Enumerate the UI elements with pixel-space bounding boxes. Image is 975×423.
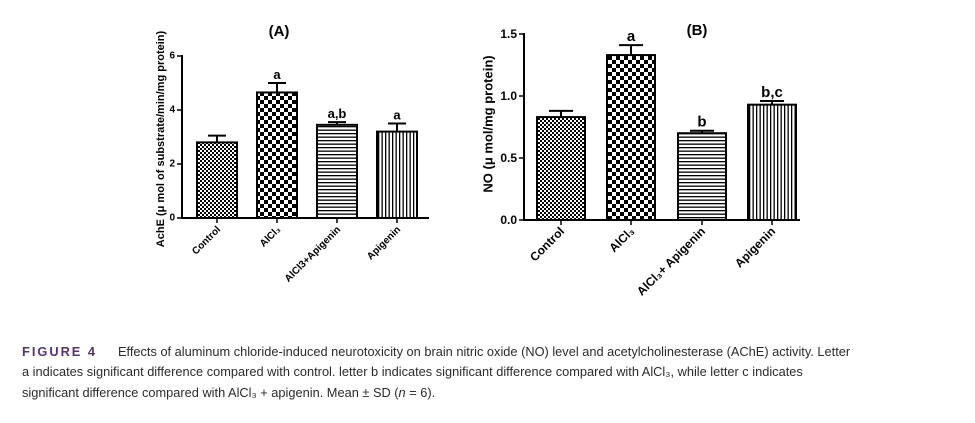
x-tick-label: AlCl3+Apigenin <box>283 224 343 284</box>
chart-title: (B) <box>687 22 708 39</box>
x-tick-label: AlCl₃ <box>606 224 637 255</box>
y-tick-label: 0.0 <box>500 213 517 227</box>
bar-alcl3-apigenin <box>677 132 727 221</box>
significance-label: b <box>697 114 706 131</box>
bar-alcl3 <box>256 91 298 219</box>
caption-text-3-start: significant difference compared with AlC… <box>22 385 399 400</box>
significance-label: a <box>627 28 636 45</box>
caption-text-2: a indicates significant difference compa… <box>22 364 803 379</box>
y-tick-label: 2 <box>169 159 175 170</box>
y-tick-label: 0 <box>169 213 175 224</box>
caption-text-1: Effects of aluminum chloride-induced neu… <box>118 344 851 359</box>
y-axis-label: NO (μ mol/mg protein) <box>481 55 496 192</box>
caption-line-3: significant difference compared with AlC… <box>22 384 435 402</box>
figure-label: FIGURE 4 <box>22 344 98 359</box>
figure-charts: Control a AlCl₃ a,b AlCl3+Apigenin a Apigenin 0… <box>155 22 800 298</box>
bar-apigenin <box>747 103 797 221</box>
x-tick-label: Apigenin <box>365 224 403 262</box>
x-tick-label: AlCl₃ <box>258 224 283 249</box>
bar-alcl3 <box>606 54 656 221</box>
bar-control <box>536 116 586 221</box>
panel-a-chart: Control a AlCl₃ a,b AlCl3+Apigenin a Apigenin 0… <box>155 23 429 285</box>
significance-label: b,c <box>761 84 783 101</box>
x-tick-label: Control <box>527 224 567 264</box>
y-axis-label: AchE (μ mol of substrate/min/mg protein) <box>155 30 167 247</box>
significance-label: a,b <box>328 106 347 121</box>
y-tick-label: 1.5 <box>500 27 517 41</box>
caption-line-1: FIGURE 4 Effects of aluminum chloride-ind… <box>22 343 850 361</box>
chart-title: (A) <box>269 23 290 40</box>
panel-b-chart: Control a AlCl₃ b AlCl₃+ Apigenin b,c Apigenin… <box>481 22 800 298</box>
significance-label: a <box>273 67 281 82</box>
bar-control <box>196 141 238 219</box>
y-tick-label: 1.0 <box>500 89 517 103</box>
bar-apigenin <box>376 130 418 220</box>
x-tick-label: Apigenin <box>732 224 778 270</box>
x-tick-label: Control <box>190 224 223 257</box>
significance-label: a <box>393 108 401 123</box>
caption-line-2: a indicates significant difference compa… <box>22 363 803 381</box>
x-tick-label: AlCl₃+ Apigenin <box>634 224 708 298</box>
caption-text-3-end: = 6). <box>405 385 436 400</box>
y-tick-label: 4 <box>169 105 175 116</box>
bar-alcl3-apigenin <box>316 123 358 219</box>
caption-sample-size-symbol: n <box>398 385 406 400</box>
y-tick-label: 6 <box>169 51 175 62</box>
y-tick-label: 0.5 <box>500 151 517 165</box>
